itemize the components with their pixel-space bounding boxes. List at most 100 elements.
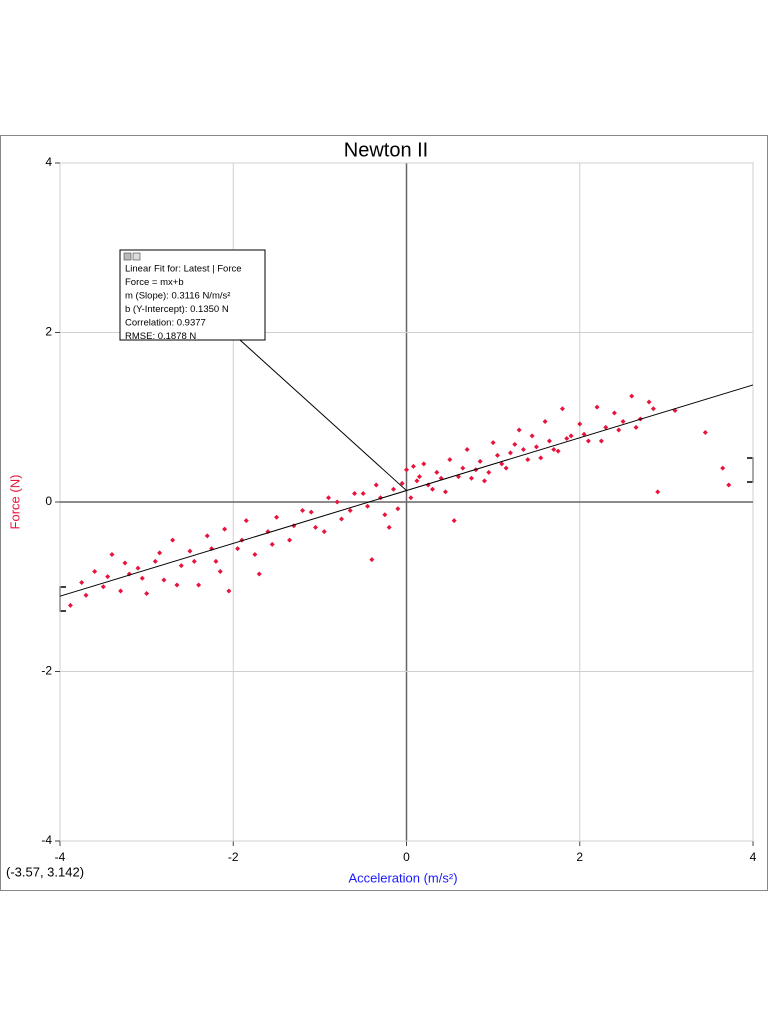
point [217,568,223,574]
point [594,404,600,410]
options-icon[interactable] [132,252,141,261]
point [391,486,397,492]
point [620,418,626,424]
point [360,491,366,497]
point [269,541,275,547]
point [616,427,622,433]
annotation-text: b (Y-Intercept): 0.1350 N [125,304,229,315]
point [252,552,258,558]
point [373,482,379,488]
point [468,475,474,481]
point [555,448,561,454]
fit [59,339,754,597]
point [568,433,574,439]
x-tick-label: 0 [403,850,410,864]
point [442,489,448,495]
point [507,450,513,456]
point [100,584,106,590]
point [603,424,609,430]
annotation-text: m (Slope): 0.3116 N/m/s² [125,291,230,302]
point [551,446,557,452]
point [577,421,583,427]
x-tick-label: 4 [750,850,757,864]
y-tick-label: 0 [45,494,52,508]
point [92,568,98,574]
x-tick-label: -2 [228,850,239,864]
x-axis-label: Acceleration (m/s²) [348,870,457,885]
point [157,550,163,556]
point [399,480,405,486]
point [144,591,150,597]
point [196,582,202,588]
point [486,469,492,475]
y-tick-label: -4 [41,833,52,847]
y-tick-label: 4 [45,155,52,169]
point [611,410,617,416]
point [334,499,340,505]
point [321,529,327,535]
point [109,552,115,558]
point [408,495,414,501]
point [646,399,652,405]
point [559,406,565,412]
point [542,418,548,424]
point [204,533,210,539]
point [494,452,500,458]
point [191,558,197,564]
point [174,582,180,588]
point [235,546,241,552]
point [650,406,656,412]
point [503,465,509,471]
point [546,438,552,444]
point [529,433,535,439]
grid: -4 -2 0 2 4 -4 -2 0 2 4 [41,155,756,864]
point [365,503,371,509]
x-tick-label: 2 [576,850,583,864]
point [702,430,708,436]
point [369,557,375,563]
fit-line [59,384,754,597]
point [287,537,293,543]
point [226,588,232,594]
point [629,393,635,399]
point [633,424,639,430]
point [451,518,457,524]
point [516,427,522,433]
point [464,446,470,452]
point [447,457,453,463]
point [222,526,228,532]
point [382,512,388,518]
point [538,455,544,461]
point [67,602,73,608]
chart-title: Newton II [344,139,428,161]
point [481,478,487,484]
close-icon[interactable] [123,252,132,261]
point [105,574,111,580]
point [178,563,184,569]
annotation-text: RMSE: 0.1878 N [125,331,196,342]
point [135,565,141,571]
point [83,592,89,598]
point [352,491,358,497]
point [512,441,518,447]
point [655,489,661,495]
point [152,558,158,564]
point [326,495,332,501]
annotation-text: Correlation: 0.9377 [125,318,206,329]
point [410,463,416,469]
point [499,461,505,467]
annotation-box [119,249,266,341]
point [564,435,570,441]
point [533,444,539,450]
point [187,548,193,554]
point [243,518,249,524]
point [256,571,262,577]
annotation-text: Force = mx+b [125,277,184,288]
point [414,478,420,484]
point [525,457,531,463]
point [477,458,483,464]
point [339,516,345,522]
point [79,580,85,586]
point [434,469,440,475]
